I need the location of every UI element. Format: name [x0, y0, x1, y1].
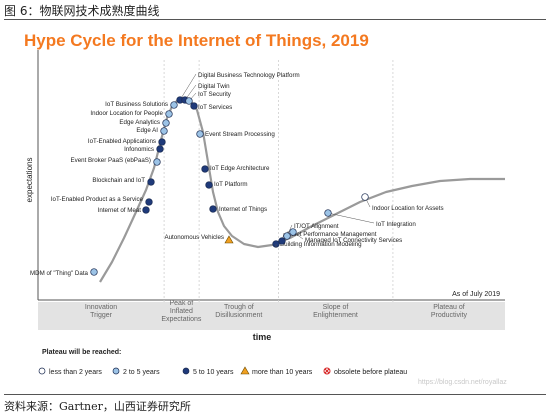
legend-label: more than 10 years [252, 369, 313, 376]
tech-label: Edge AI [136, 127, 158, 134]
as-of-note: As of July 2019 [452, 291, 500, 298]
figure-caption: 图 6：物联网技术成熟度曲线 [4, 4, 160, 18]
tech-point [283, 232, 291, 240]
tech-point [205, 181, 213, 189]
tech-label: Asset Performance Management [286, 231, 377, 238]
tech-label: IoT-Enabled Applications [88, 138, 156, 145]
legend-marker [38, 367, 46, 375]
tech-point [201, 165, 209, 173]
phase-label: Slope of Enlightenment [313, 304, 358, 319]
tech-label: IoT Platform [214, 181, 248, 188]
y-axis-label: expectations [25, 158, 34, 203]
tech-label: Digital Twin [198, 83, 230, 90]
tech-label: IT/OT Alignment [294, 223, 339, 230]
tech-point [153, 158, 161, 166]
tech-point [170, 101, 178, 109]
tech-point [224, 235, 234, 244]
tech-point [165, 110, 173, 118]
tech-point [162, 119, 170, 127]
tech-point [278, 237, 286, 245]
tech-label: Managed IoT Connectivity Services [305, 237, 402, 244]
tech-label: Indoor Location for Assets [372, 205, 444, 212]
tech-label: Blockchain and IoT [92, 177, 145, 184]
leader-line [179, 73, 197, 101]
phase-band [38, 302, 505, 330]
x-axis-label: time [253, 332, 272, 342]
source-note: 资料来源：Gartner，山西证券研究所 [4, 400, 191, 413]
tech-point [324, 209, 332, 217]
leader-line [327, 212, 375, 224]
tech-label: IoT Business Solutions [105, 101, 168, 108]
tech-point [289, 228, 297, 236]
phase-label: Peak of Inflated Expectations [161, 300, 202, 323]
legend-marker [112, 367, 120, 375]
tech-point [196, 130, 204, 138]
tech-label: Event Broker PaaS (ebPaaS) [71, 157, 151, 164]
tech-point [158, 138, 166, 146]
tech-label: Building Information Modeling [280, 241, 362, 248]
legend-marker [240, 366, 250, 375]
legend-label: 5 to 10 years [193, 369, 234, 376]
tech-label: Infonomics [124, 146, 154, 153]
tech-label: IoT-Enabled Product as a Service [51, 196, 144, 203]
tech-label: Internet of Things [219, 206, 267, 213]
tech-point [361, 193, 369, 201]
tech-label: IoT Edge Architecture [210, 165, 270, 172]
tech-label: Indoor Location for People [90, 110, 163, 117]
tech-label: IoT Integration [376, 221, 416, 228]
tech-point [142, 206, 150, 214]
legend-title: Plateau will be reached: [42, 349, 121, 356]
chart-title: Hype Cycle for the Internet of Things, 2… [24, 31, 369, 50]
phase-label: Plateau of Productivity [431, 304, 468, 319]
watermark: https://blog.csdn.net/royallaz [418, 379, 507, 386]
legend-label: less than 2 years [49, 369, 102, 376]
tech-point [90, 268, 98, 276]
tech-point [156, 145, 164, 153]
tech-label: Digital Business Technology Platform [198, 72, 300, 79]
tech-point [190, 102, 198, 110]
top-rule [4, 19, 546, 20]
tech-label: Event Stream Processing [205, 131, 275, 138]
phase-label: Trough of Disillusionment [215, 304, 262, 319]
tech-label: MDM of "Thing" Data [30, 270, 89, 277]
tech-point [185, 97, 193, 105]
tech-label: IoT Security [198, 91, 232, 98]
tech-label: Edge Analytics [119, 119, 160, 126]
bottom-rule [4, 394, 546, 395]
tech-label: Internet of Meat [98, 207, 142, 214]
legend-marker-x [324, 368, 330, 374]
legend-label: obsolete before plateau [334, 369, 407, 376]
tech-label: IoT Services [198, 104, 232, 111]
legend-label: 2 to 5 years [123, 369, 160, 376]
phase-label: Innovation Trigger [85, 304, 117, 319]
legend-marker [182, 367, 190, 375]
hype-curve [99, 96, 505, 283]
tech-point [209, 205, 217, 213]
tech-label: Autonomous Vehicles [164, 234, 224, 241]
tech-point [147, 178, 155, 186]
tech-point [160, 127, 168, 135]
tech-point [145, 198, 153, 206]
